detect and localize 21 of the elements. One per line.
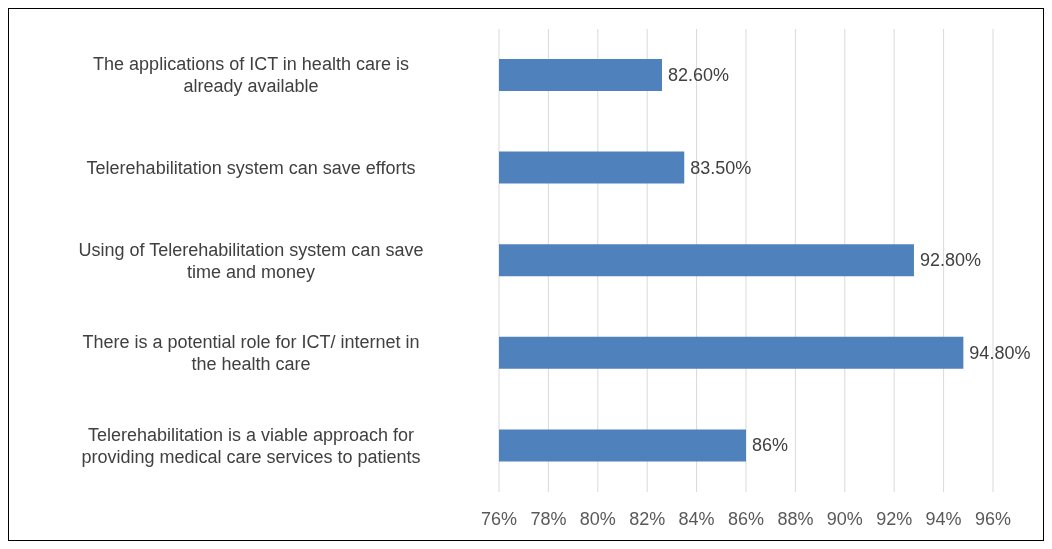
x-tick-label: 84% — [678, 508, 715, 529]
data-label: 86% — [752, 435, 789, 456]
y-tick-label: The applications of ICT in health care is already available — [93, 54, 409, 97]
x-tick-label: 94% — [925, 508, 962, 529]
x-tick-label: 96% — [974, 508, 1012, 529]
data-label: 92.80% — [919, 250, 982, 271]
y-tick-label: There is a potential role for ICT/ internet in the health care — [82, 332, 420, 375]
y-tick-label: Telerehabilitation is a viable approach for providing medical care services to patients — [81, 424, 421, 467]
data-label: 94.80% — [969, 342, 1031, 363]
x-tick-label: 80% — [579, 508, 616, 529]
y-tick-label: Telerehabilitation system can save efforts — [86, 157, 416, 178]
x-tick-label: 76% — [480, 508, 518, 529]
x-tick-label: 92% — [876, 508, 913, 529]
x-tick-label: 86% — [727, 508, 765, 529]
x-tick-label: 90% — [826, 508, 863, 529]
x-tick-label: 88% — [777, 508, 814, 529]
x-tick-label: 82% — [629, 508, 666, 529]
x-tick-label: 78% — [530, 508, 567, 529]
data-label: 82.60% — [668, 65, 730, 85]
data-label: 83.50% — [690, 157, 752, 178]
y-tick-label: Using of Telerehabilitation system can save time and money — [78, 239, 424, 282]
